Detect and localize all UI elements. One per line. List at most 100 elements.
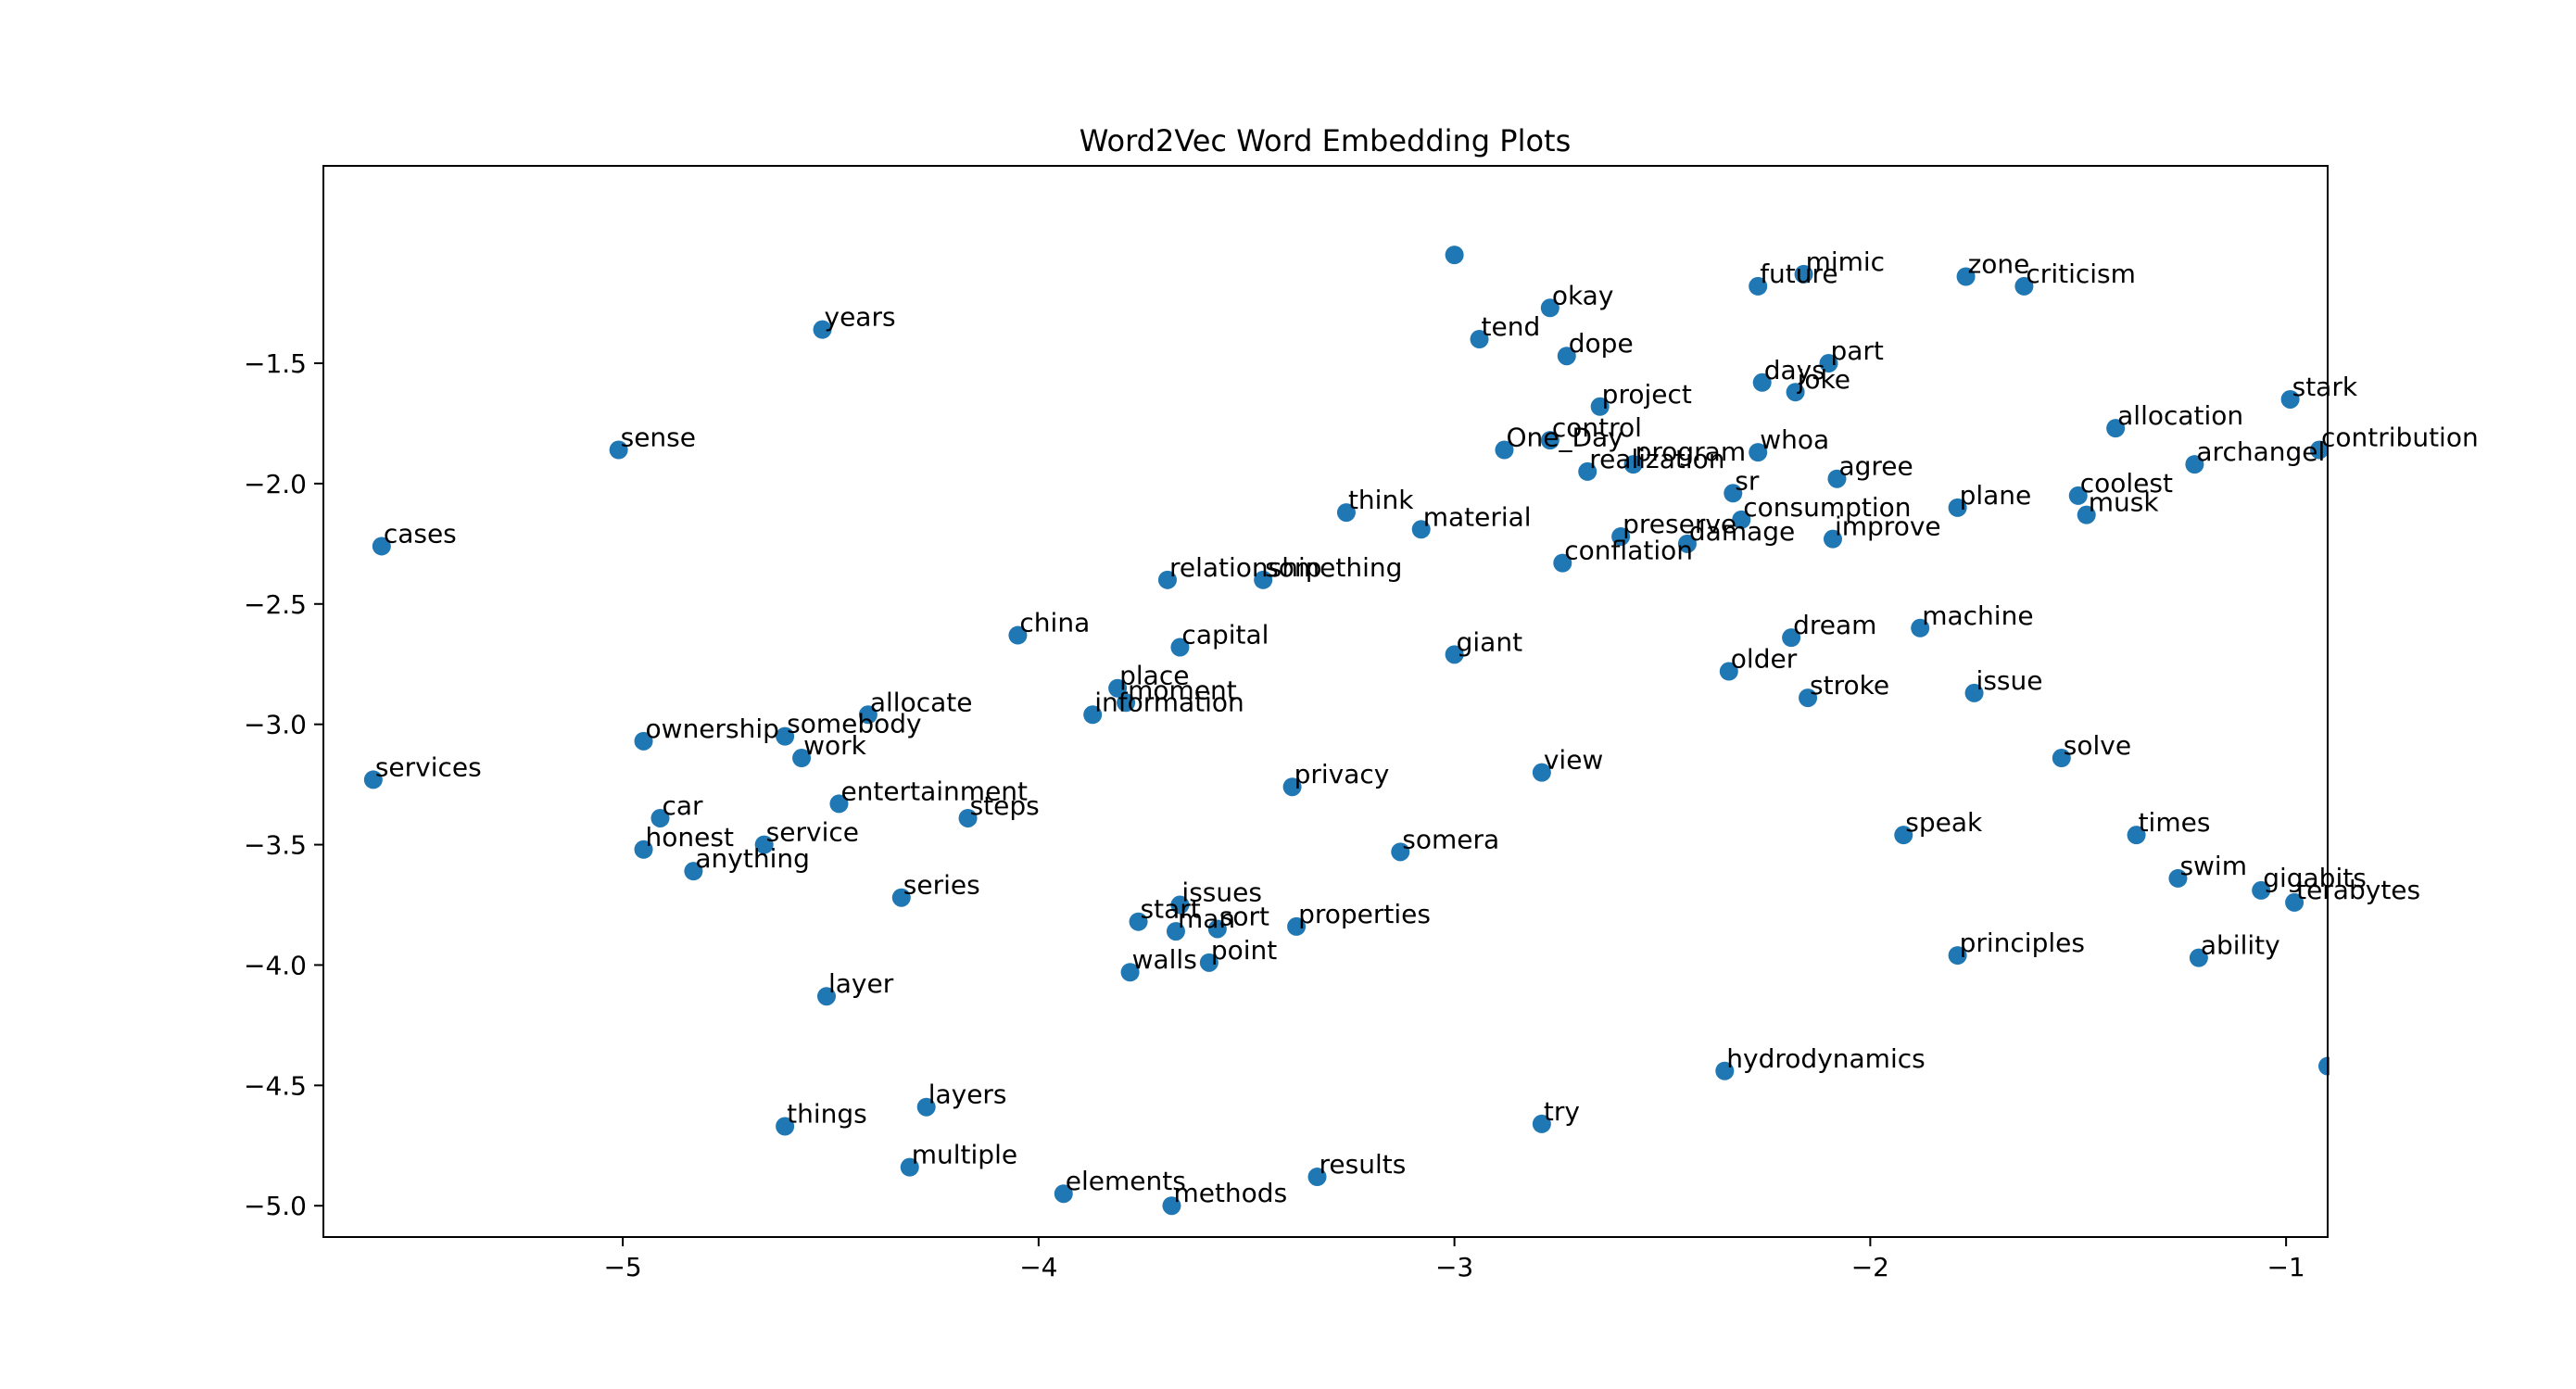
scatter-point — [1948, 498, 1967, 517]
scatter-point — [2310, 440, 2330, 460]
scatter-point — [2052, 749, 2071, 768]
point-label: steps — [970, 790, 1040, 821]
point-label: criticism — [2026, 259, 2135, 289]
scatter-point — [1911, 618, 1930, 638]
scatter-point — [1590, 397, 1610, 416]
point-label: cases — [384, 518, 457, 549]
plot-frame — [322, 165, 2329, 1238]
scatter-point — [1827, 469, 1847, 488]
point-label: things — [787, 1099, 867, 1130]
scatter-point — [1948, 946, 1967, 966]
point-label: gigabits — [2263, 863, 2367, 893]
scatter-point — [916, 1097, 936, 1117]
point-label: program — [1635, 436, 1747, 467]
point-label: solve — [2064, 730, 2131, 761]
point-label: tend — [1482, 311, 1541, 342]
scatter-point — [684, 862, 703, 881]
scatter-point — [2068, 486, 2088, 505]
scatter-point — [1129, 912, 1148, 931]
point-label: elements — [1066, 1166, 1186, 1196]
scatter-point — [2077, 505, 2096, 524]
scatter-point — [1719, 662, 1738, 681]
scatter-point — [1799, 688, 1818, 708]
point-label: stark — [2292, 372, 2358, 402]
point-label: man — [1178, 903, 1235, 934]
scatter-point — [2168, 868, 2188, 888]
scatter-point — [816, 987, 836, 1006]
point-label: One_Day — [1506, 423, 1623, 453]
scatter-point — [829, 794, 849, 814]
scatter-point — [1170, 895, 1190, 915]
scatter-point — [1540, 431, 1559, 450]
scatter-point — [1083, 705, 1103, 725]
point-label: results — [1320, 1149, 1407, 1180]
point-label: service — [766, 817, 859, 848]
scatter-point — [363, 770, 383, 789]
y-tick-label: −4.5 — [244, 1070, 307, 1101]
point-label: preserve — [1623, 509, 1736, 539]
scatter-point — [1956, 267, 1976, 286]
point-label: ability — [2201, 930, 2280, 961]
point-label: years — [825, 302, 896, 333]
scatter-point — [1411, 520, 1431, 539]
scatter-point — [1749, 276, 1768, 296]
scatter-point — [1120, 963, 1140, 982]
point-label: material — [1423, 501, 1532, 532]
point-label: days — [1764, 355, 1825, 385]
scatter-point — [372, 537, 391, 556]
point-label: contribution — [2321, 423, 2479, 453]
y-tick-label: −3.5 — [244, 830, 307, 861]
scatter-point — [1287, 916, 1307, 936]
scatter-point — [1170, 638, 1190, 657]
scatter-point — [1199, 953, 1219, 972]
scatter-point — [1553, 553, 1572, 573]
point-label: china — [1019, 608, 1090, 638]
scatter-point — [891, 888, 911, 907]
scatter-point — [1282, 777, 1302, 797]
point-label: entertainment — [840, 776, 1028, 806]
point-label: moment — [1128, 675, 1237, 705]
point-label: try — [1544, 1096, 1580, 1127]
point-label: place — [1119, 661, 1189, 691]
point-label: issue — [1976, 665, 2043, 696]
point-label: point — [1211, 935, 1277, 966]
scatter-point — [1445, 246, 1464, 265]
scatter-point — [1964, 683, 1984, 702]
scatter-point — [2285, 892, 2305, 912]
point-label: damage — [1689, 516, 1795, 547]
point-label: sense — [621, 423, 696, 453]
point-label: think — [1348, 485, 1414, 515]
scatter-point — [754, 835, 774, 854]
scatter-point — [1819, 354, 1838, 373]
scatter-point — [2127, 826, 2146, 845]
point-label: okay — [1552, 280, 1614, 310]
scatter-point — [1623, 455, 1643, 474]
point-label: capital — [1181, 620, 1269, 650]
scatter-point — [2252, 880, 2271, 900]
scatter-point — [1336, 503, 1356, 523]
point-label: joke — [1797, 364, 1850, 395]
scatter-point — [1823, 529, 1842, 549]
scatter-point — [1578, 461, 1597, 481]
point-label: start — [1141, 894, 1201, 925]
point-label: giant — [1457, 626, 1522, 657]
x-tick-label: −3 — [1435, 1252, 1473, 1282]
point-label: terabytes — [2296, 875, 2420, 905]
y-tick-label: −2.0 — [244, 469, 307, 499]
scatter-point — [1786, 383, 1805, 402]
scatter-point — [776, 1117, 795, 1136]
scatter-point — [958, 808, 978, 827]
point-label: swim — [2179, 851, 2247, 881]
point-label: musk — [2089, 487, 2160, 518]
scatter-point — [1445, 645, 1464, 664]
point-label: conflation — [1564, 536, 1693, 566]
y-tick-label: −1.5 — [244, 348, 307, 379]
scatter-point — [2189, 948, 2208, 967]
scatter-point — [1207, 919, 1227, 939]
point-label: services — [375, 751, 482, 782]
point-label: whoa — [1760, 424, 1829, 455]
scatter-point — [1557, 347, 1576, 366]
scatter-point — [650, 808, 670, 827]
point-label: series — [903, 870, 980, 901]
